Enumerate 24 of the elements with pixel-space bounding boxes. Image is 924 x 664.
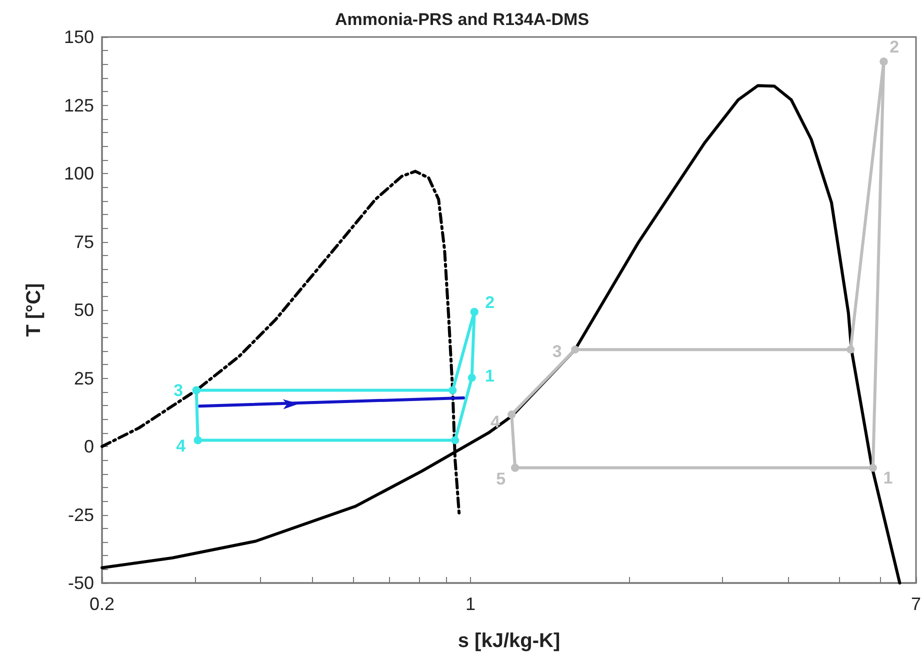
x-axis-title: s [kJ/kg-K] <box>458 630 560 652</box>
annotation: 1 <box>485 366 495 386</box>
x-tick-label: 7 <box>910 594 921 614</box>
annotation: 3 <box>174 381 184 400</box>
annotation: 5 <box>496 469 506 488</box>
y-tick-label: 25 <box>74 368 94 388</box>
y-axis-title: T [°C] <box>23 283 45 337</box>
y-tick-label: 150 <box>64 27 94 47</box>
chart-title: Ammonia-PRS and R134A-DMS <box>334 10 590 29</box>
x-tick-label: 0.2 <box>89 594 115 614</box>
annotation: 2 <box>485 293 495 312</box>
annotation: 2 <box>890 38 900 57</box>
y-tick-label: -25 <box>68 504 94 525</box>
y-tick-label: 75 <box>74 232 94 252</box>
annotation: 3 <box>552 342 562 361</box>
y-tick-label: 50 <box>74 300 94 320</box>
annotation: 1 <box>883 468 893 488</box>
y-tick-label: 0 <box>84 436 94 456</box>
y-tick-label: -50 <box>68 573 94 593</box>
annotation: 4 <box>176 436 186 456</box>
x-tick-label: 1 <box>465 594 476 614</box>
y-tick-label: 100 <box>64 164 94 184</box>
y-tick-label: 125 <box>64 95 94 116</box>
annotation: 4 <box>490 412 500 432</box>
